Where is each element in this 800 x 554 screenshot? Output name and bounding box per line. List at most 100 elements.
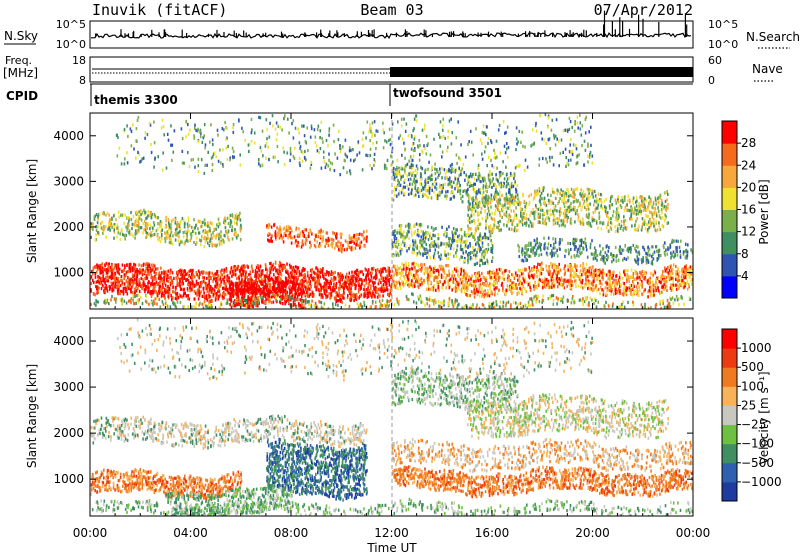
echo-cell [350,277,353,281]
echo-cell [195,306,197,309]
echo-cell [240,223,242,227]
echo-cell [117,270,119,275]
echo-cell [397,300,399,304]
echo-cell [155,216,158,220]
echo-cell [299,291,302,295]
echo-cell [258,273,260,277]
echo-cell [368,289,371,293]
echo-cell [144,212,146,216]
echo-cell [677,274,680,278]
echo-cell [101,227,104,231]
echo-cell [389,291,392,295]
echo-cell [95,265,97,269]
echo-cell [542,299,545,303]
echo-cell [288,226,290,231]
echo-cell [477,274,480,278]
echo-cell [198,238,201,242]
echo-cell [147,290,149,294]
echo-cell [361,233,363,237]
echo-cell [350,247,353,251]
echo-cell [428,304,431,308]
echo-cell [106,300,108,304]
echo-cell [243,285,246,289]
echo-cell [623,285,626,289]
echo-cell [282,292,284,296]
echo-cell [191,277,194,281]
date-title: 07/Apr/2012 [594,1,693,19]
echo-cell [244,270,246,274]
echo-cell [96,221,99,225]
echo-cell [668,269,671,273]
echo-cell [522,285,524,289]
echo-cell [653,293,655,297]
echo-cell [241,278,243,282]
echo-cell [358,237,360,241]
echo-cell [579,271,581,275]
echo-cell [144,228,147,232]
echo-cell [235,231,238,235]
echo-cell [184,221,186,225]
echo-cell [657,286,659,290]
echo-cell [187,229,189,233]
echo-cell [385,277,388,281]
echo-cell [156,234,159,238]
echo-cell [363,287,365,292]
echo-cell [256,270,259,274]
echo-cell [593,301,595,306]
echo-cell [129,266,132,270]
echo-cell [149,213,152,217]
echo-cell [363,284,366,288]
echo-cell [278,236,281,240]
echo-cell [240,298,243,302]
echo-cell [230,266,233,270]
echo-cell [207,236,209,240]
echo-cell [233,299,236,303]
echo-cell [309,240,311,244]
echo-cell [104,281,106,285]
echo-cell [356,295,358,300]
echo-cell [279,297,282,301]
echo-cell [260,274,262,278]
echo-cell [602,268,604,272]
echo-cell [103,277,106,282]
echo-cell [396,270,398,275]
echo-cell [507,300,510,304]
echo-cell [524,303,526,307]
echo-cell [301,230,304,234]
echo-cell [457,281,460,285]
echo-cell [666,288,668,292]
echo-cell [294,278,297,282]
echo-cell [334,270,336,274]
echo-cell [115,278,118,282]
echo-cell [226,301,229,305]
echo-cell [630,283,633,288]
echo-cell [111,225,113,229]
echo-cell [278,292,281,296]
echo-cell [165,270,167,274]
echo-cell [150,263,153,267]
echo-cell [499,275,501,279]
echo-cell [314,271,316,276]
echo-cell [152,226,154,230]
echo-cell [90,288,92,292]
echo-cell [403,277,406,281]
echo-cell [398,299,400,303]
echo-cell [489,282,491,286]
echo-cell [142,222,145,226]
echo-cell [193,218,195,222]
echo-cell [151,268,153,272]
echo-cell [252,305,255,309]
echo-cell [102,267,105,271]
echo-cell [364,244,367,248]
echo-cell [534,280,536,284]
echo-cell [296,298,299,302]
echo-cell [602,289,605,293]
echo-cell [236,300,238,304]
echo-cell [258,296,261,300]
echo-cell [285,284,287,288]
echo-cell [354,296,357,300]
echo-cell [268,279,271,283]
echo-cell [152,282,154,286]
echo-cell [138,282,141,287]
echo-cell [129,280,131,284]
